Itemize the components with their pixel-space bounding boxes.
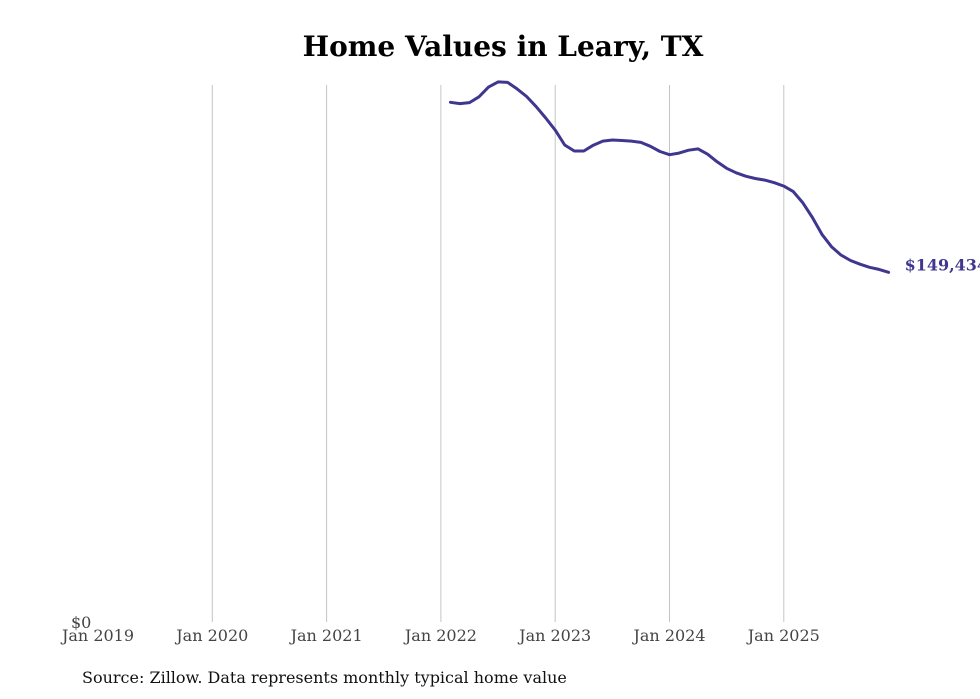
- end-value-label: $149,434: [905, 255, 980, 274]
- x-tick-label-2020: Jan 2020: [174, 626, 248, 645]
- x-tick-label-2023: Jan 2023: [517, 626, 591, 645]
- end-value-labels: $149,434: [905, 255, 980, 274]
- x-axis-tick-labels: Jan 2019 Jan 2020 Jan 2021 Jan 2022 Jan 2023…: [60, 626, 820, 645]
- source-note: Source: Zillow. Data represents monthly …: [82, 668, 567, 687]
- x-tick-label-2025: Jan 2025: [746, 626, 820, 645]
- series-line-0: [448, 80, 891, 274]
- series-lines: [448, 80, 891, 274]
- line-chart: Jan 2019 Jan 2020 Jan 2021 Jan 2022 Jan 2023…: [60, 80, 980, 645]
- x-tick-label-2021: Jan 2021: [289, 626, 363, 645]
- x-tick-label-2022: Jan 2022: [403, 626, 477, 645]
- y-tick-label: $0: [71, 613, 91, 632]
- x-tick-label-2024: Jan 2024: [631, 626, 705, 645]
- y-axis-tick-labels: $0: [71, 613, 91, 632]
- x-tick-label-2019: Jan 2019: [60, 626, 134, 645]
- chart-title: Home Values in Leary, TX: [302, 30, 704, 63]
- vertical-gridlines: [211, 85, 785, 622]
